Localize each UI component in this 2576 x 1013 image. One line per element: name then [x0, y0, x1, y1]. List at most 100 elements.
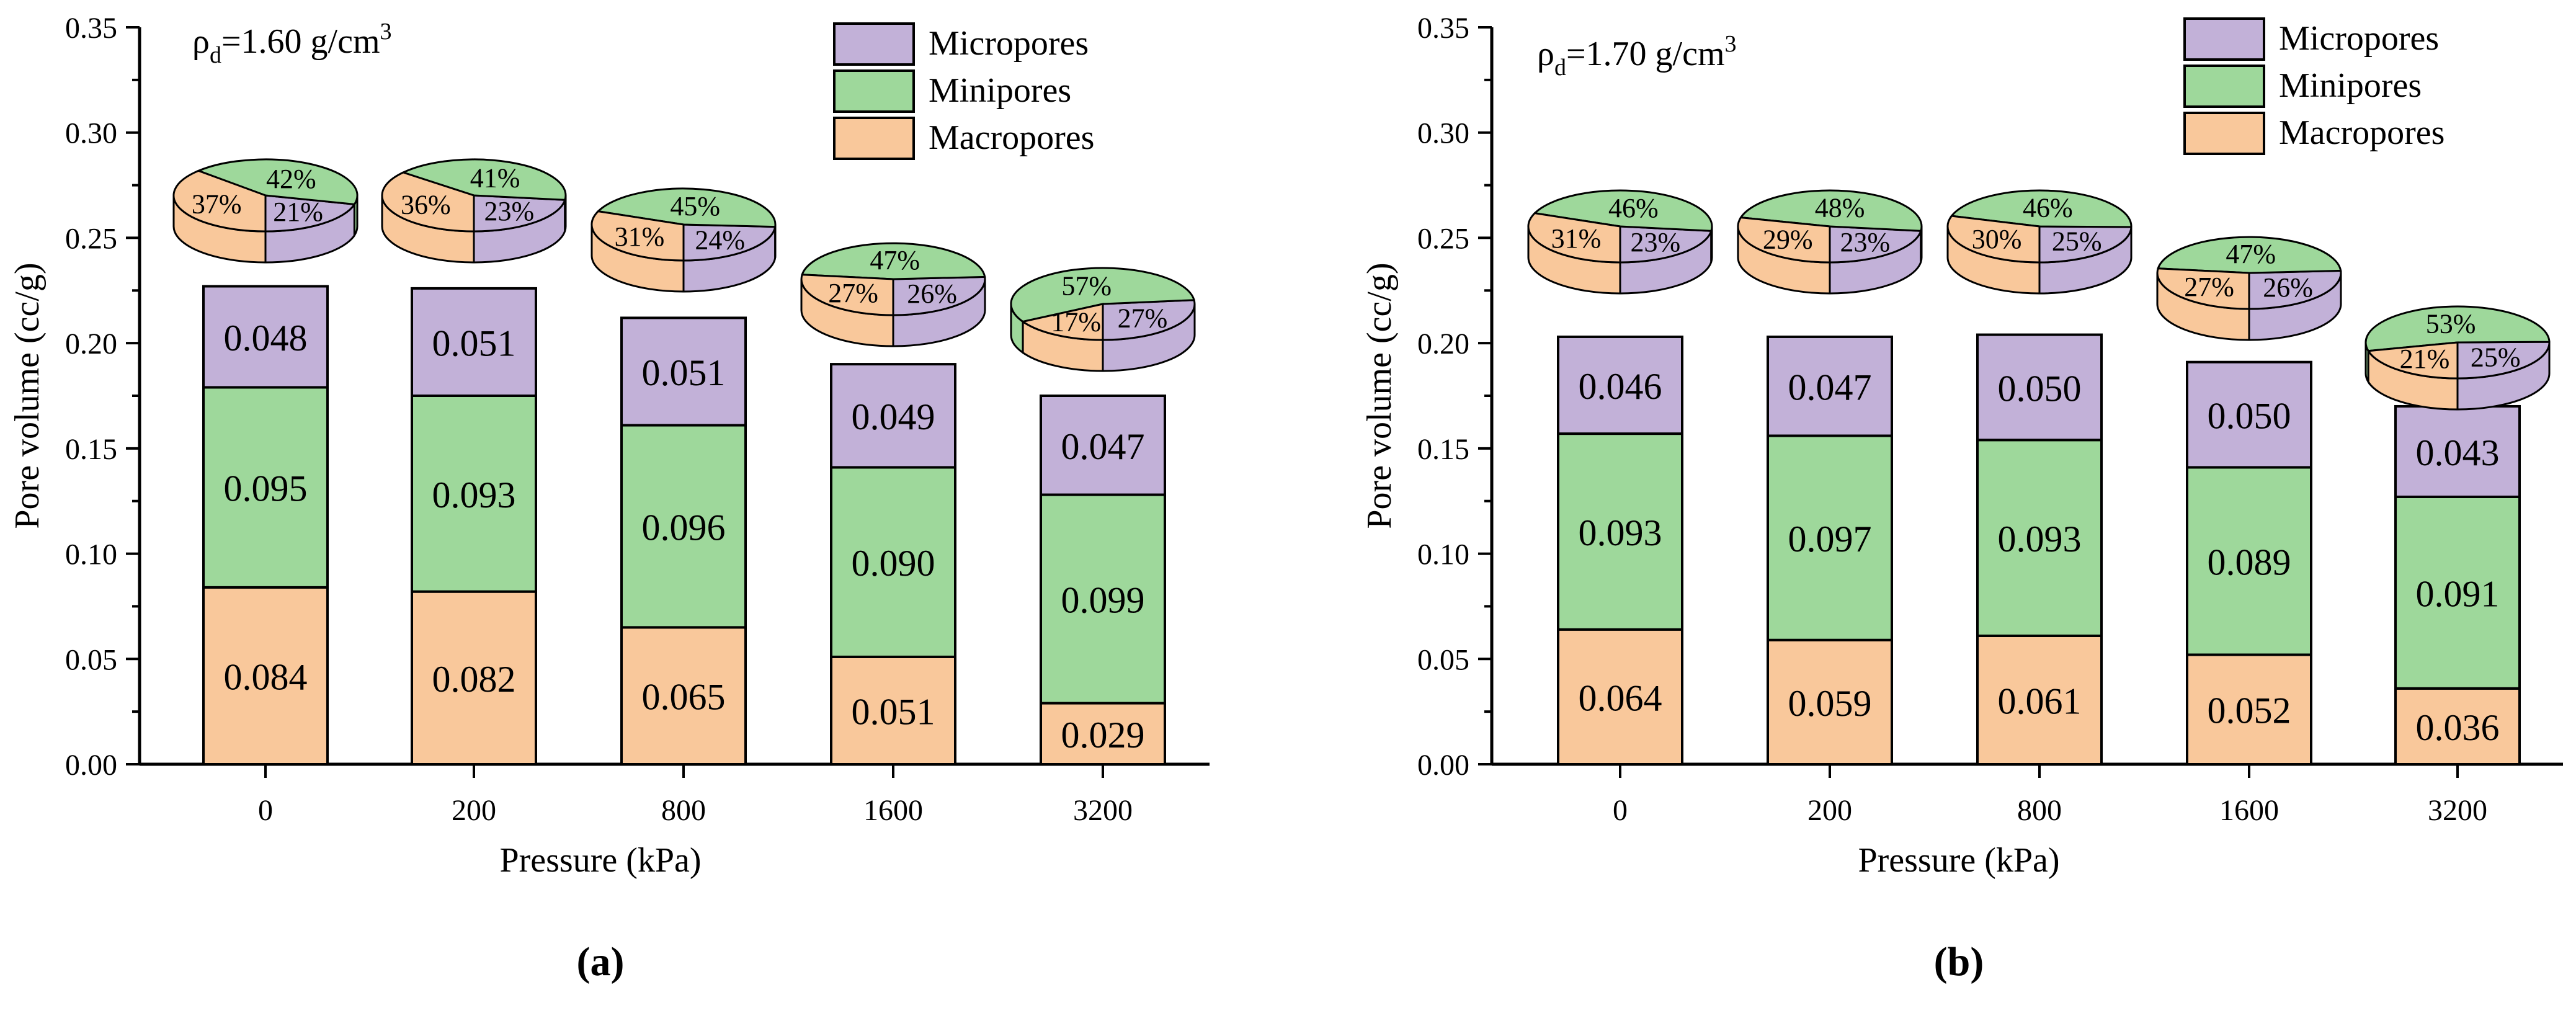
bar-value-label: 0.093 [432, 475, 516, 515]
bar-segment-micro [1767, 335, 1893, 437]
bar-value-label: 0.051 [432, 323, 516, 364]
legend-label-mini: Minipores [929, 71, 1071, 110]
bar-segment-micro [2394, 404, 2521, 498]
y-tick-label: 0.25 [1417, 222, 1469, 255]
bar-segment-micro [620, 316, 747, 427]
pie-slice-micro [473, 194, 566, 233]
pie-slice-macro [800, 274, 894, 316]
bar-value-label: 0.065 [642, 677, 726, 718]
y-tick-label: 0.35 [65, 12, 117, 45]
bar-segment-macro [620, 626, 747, 765]
bar-value-label: 0.043 [2416, 432, 2500, 473]
legend-swatch-macro [833, 117, 915, 160]
pie-percent-label: 36% [401, 190, 451, 220]
pie-slice-micro [682, 223, 777, 262]
legend-swatch-micro [2183, 17, 2265, 61]
legend-swatch-micro [833, 22, 915, 66]
bar-value-label: 0.046 [1579, 366, 1662, 407]
y-axis-title: Pore volume (cc/g) [8, 262, 47, 529]
pie-percent-label: 37% [192, 189, 242, 220]
bar-value-label: 0.097 [1788, 519, 1872, 560]
bar-segment-mini [2186, 466, 2312, 656]
x-tick-label: 1600 [863, 794, 923, 827]
pie-percent-label: 46% [1608, 193, 1659, 223]
pie-percent-label: 27% [2184, 272, 2234, 302]
bar-value-label: 0.047 [1788, 367, 1872, 408]
bar-segment-mini [1557, 432, 1683, 631]
bar-value-label: 0.036 [2416, 707, 2500, 748]
legend-label-micro: Micropores [2279, 19, 2439, 58]
pie-slice-micro [264, 194, 357, 233]
legend-swatch-macro [2183, 112, 2265, 155]
bar-value-label: 0.084 [224, 656, 308, 697]
pie-percent-label: 21% [273, 197, 323, 227]
bar-value-label: 0.047 [1061, 426, 1145, 467]
bar-segment-micro [1040, 395, 1166, 496]
pie-percent-label: 21% [2400, 344, 2450, 374]
bar-segment-macro [1767, 638, 1893, 766]
pie-percent-label: 23% [1630, 227, 1680, 257]
bar-segment-macro [411, 590, 537, 765]
pie-slice-micro [1102, 299, 1196, 341]
bar-value-label: 0.050 [1998, 368, 2082, 409]
bar-value-label: 0.091 [2416, 573, 2500, 614]
pie-slice-mini [1950, 189, 2133, 228]
y-tick-label: 0.35 [1417, 12, 1469, 45]
bar-segment-micro [1557, 335, 1683, 435]
pie-slice-macro [591, 210, 685, 262]
bar-segment-macro [1976, 634, 2103, 766]
bar-value-label: 0.093 [1579, 512, 1662, 553]
bar-segment-micro [830, 363, 956, 469]
x-tick-label: 3200 [2428, 794, 2487, 827]
pie-percent-label: 46% [2023, 192, 2073, 223]
pie-percent-label: 24% [695, 225, 745, 255]
y-tick-label: 0.10 [1417, 538, 1469, 571]
legend-label-macro: Macropores [929, 118, 1094, 157]
pie-slice-mini [2157, 236, 2342, 274]
pie-chart: 23% 48%29% [1737, 189, 1923, 295]
density-annotation: ρd=1.60 g/cm3 [192, 19, 392, 68]
pie-slice-micro [1829, 225, 1922, 264]
pie-slice-macro [1527, 212, 1621, 264]
pie-percent-label: 47% [2226, 239, 2276, 269]
pie-percent-label: 25% [2052, 226, 2102, 257]
pie-percent-label: 29% [1763, 225, 1813, 255]
bar-value-label: 0.051 [852, 691, 935, 732]
legend-label-macro: Macropores [2279, 114, 2445, 152]
bar-value-label: 0.082 [432, 659, 516, 700]
x-tick-label: 800 [2017, 794, 2062, 827]
y-tick-label: 0.05 [65, 643, 117, 676]
bar-segment-micro [1976, 333, 2103, 442]
x-tick-label: 0 [1613, 794, 1628, 827]
bar-value-label: 0.051 [642, 352, 726, 393]
y-tick-label: 0.00 [1417, 749, 1469, 782]
pie-chart: 27%57% 17% [1010, 267, 1196, 372]
bar-segment-mini [1040, 493, 1166, 705]
pie-percent-label: 45% [670, 191, 720, 221]
pie-chart: 24% 45%31% [591, 187, 777, 293]
pie-percent-label: 23% [1840, 227, 1890, 257]
chart-panel-b: 0.00 0.05 0.10 0.15 0.20 0.25 0.30 0.35 Pressure… [1360, 12, 2563, 984]
pie-slice-mini [801, 242, 986, 280]
bar-value-label: 0.090 [852, 543, 935, 584]
legend-swatch-mini [833, 69, 915, 113]
legend-label-mini: Minipores [2279, 66, 2422, 105]
x-tick-label: 1600 [2219, 794, 2279, 827]
x-tick-label: 800 [661, 794, 706, 827]
pie-percent-label: 41% [470, 163, 520, 194]
pie-percent-label: 48% [1815, 193, 1865, 223]
pie-percent-label: 47% [870, 245, 920, 275]
bar-segment-micro [2186, 360, 2312, 469]
pie-slice-mini [2364, 305, 2551, 352]
bar-value-label: 0.095 [224, 468, 308, 509]
pie-slice-macro [2156, 267, 2250, 310]
pie-slice-micro [892, 275, 986, 316]
bar-value-label: 0.049 [852, 396, 935, 437]
y-tick-label: 0.30 [1417, 117, 1469, 150]
bar-segment-mini [2394, 495, 2521, 690]
pie-slice-mini [1010, 267, 1196, 323]
bar-segment-macro [2186, 653, 2312, 766]
bar-value-label: 0.096 [642, 507, 726, 548]
bar-value-label: 0.059 [1788, 683, 1872, 724]
legend: Micropores Minipores Macropores [833, 22, 1094, 160]
